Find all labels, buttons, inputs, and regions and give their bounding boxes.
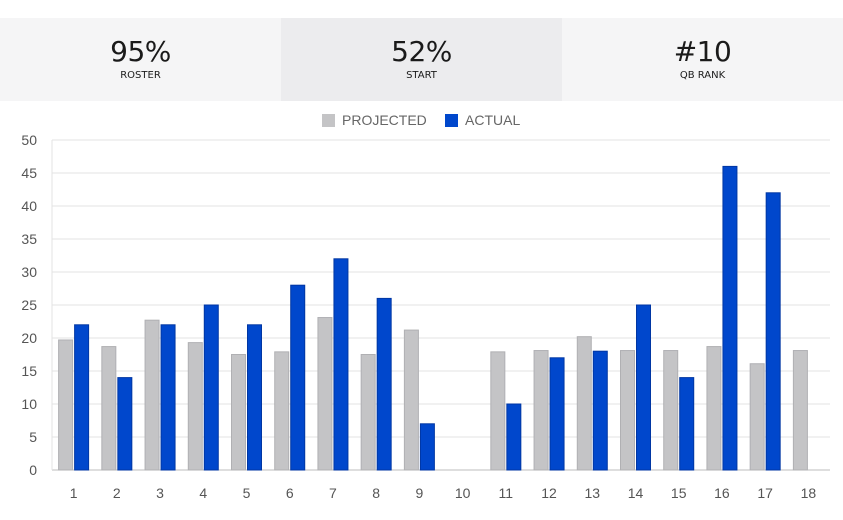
projected-bar-15 bbox=[663, 350, 679, 471]
y-tick-label: 30 bbox=[21, 264, 37, 280]
projected-bar-5 bbox=[231, 354, 246, 471]
y-tick-label: 0 bbox=[29, 462, 37, 478]
x-tick-label: 9 bbox=[415, 485, 423, 501]
projected-bar-7 bbox=[317, 317, 333, 471]
projected-bar-12 bbox=[533, 350, 549, 471]
x-tick-label: 7 bbox=[329, 485, 337, 501]
projected-bar-1 bbox=[58, 339, 74, 471]
y-tick-label: 5 bbox=[29, 429, 37, 445]
x-tick-label: 12 bbox=[541, 485, 557, 501]
projected-bar-2 bbox=[101, 346, 117, 471]
x-tick-label: 14 bbox=[628, 485, 644, 501]
projected-bar-14 bbox=[620, 350, 635, 471]
actual-bar-6 bbox=[290, 284, 306, 471]
actual-bar-17 bbox=[765, 192, 781, 471]
x-tick-label: 2 bbox=[113, 485, 121, 501]
y-tick-label: 45 bbox=[21, 165, 37, 181]
projected-bar-17 bbox=[749, 363, 765, 471]
projected-bar-9 bbox=[403, 329, 419, 471]
legend-label-projected: PROJECTED bbox=[342, 112, 427, 128]
projected-bar-13 bbox=[576, 336, 592, 471]
actual-bar-13 bbox=[592, 350, 608, 471]
x-tick-label: 6 bbox=[286, 485, 294, 501]
x-tick-label: 17 bbox=[757, 485, 773, 501]
stat-qb-rank-label: QB RANK bbox=[679, 70, 726, 81]
x-tick-label: 8 bbox=[372, 485, 380, 501]
y-tick-label: 10 bbox=[21, 396, 37, 412]
actual-bar-12 bbox=[549, 357, 565, 471]
projected-bar-8 bbox=[360, 354, 376, 471]
stat-start[interactable]: 52% START bbox=[281, 18, 562, 101]
x-tick-label: 5 bbox=[243, 485, 251, 501]
actual-bar-3 bbox=[160, 324, 176, 471]
actual-bar-14 bbox=[636, 304, 651, 471]
projected-bar-18 bbox=[792, 350, 808, 471]
stat-qb-rank[interactable]: #10 QB RANK bbox=[562, 18, 843, 101]
legend-swatch-actual bbox=[445, 114, 458, 127]
projected-bar-6 bbox=[274, 351, 290, 471]
x-tick-label: 1 bbox=[70, 485, 78, 501]
y-tick-label: 50 bbox=[21, 132, 37, 148]
actual-bar-2 bbox=[117, 377, 133, 471]
actual-bar-1 bbox=[74, 324, 90, 471]
actual-bar-9 bbox=[419, 423, 435, 471]
y-tick-label: 15 bbox=[21, 363, 37, 379]
x-tick-label: 4 bbox=[199, 485, 207, 501]
x-tick-label: 10 bbox=[455, 485, 471, 501]
actual-bar-11 bbox=[506, 403, 522, 471]
y-tick-label: 25 bbox=[21, 297, 37, 313]
actual-bar-16 bbox=[722, 165, 738, 471]
actual-bar-4 bbox=[203, 304, 219, 471]
x-tick-label: 16 bbox=[714, 485, 730, 501]
x-tick-label: 11 bbox=[499, 485, 514, 501]
stat-roster-label: ROSTER bbox=[120, 70, 161, 81]
x-tick-label: 3 bbox=[156, 485, 164, 501]
stat-start-label: START bbox=[406, 70, 437, 81]
x-tick-label: 18 bbox=[801, 485, 817, 501]
projected-bar-4 bbox=[187, 342, 203, 471]
x-tick-label: 13 bbox=[584, 485, 600, 501]
projected-bar-3 bbox=[144, 319, 160, 471]
stat-qb-rank-value: #10 bbox=[673, 35, 732, 68]
actual-bar-8 bbox=[376, 297, 392, 471]
x-tick-label: 15 bbox=[671, 485, 687, 501]
actual-bar-15 bbox=[679, 377, 695, 471]
stats-bar: 95% ROSTER 52% START #10 QB RANK bbox=[0, 18, 843, 101]
projected-bar-16 bbox=[706, 346, 722, 471]
actual-bar-7 bbox=[333, 258, 349, 471]
stat-start-value: 52% bbox=[391, 35, 452, 68]
y-tick-label: 20 bbox=[21, 330, 37, 346]
stat-roster-value: 95% bbox=[110, 35, 171, 68]
y-tick-label: 40 bbox=[21, 198, 37, 214]
legend-label-actual: ACTUAL bbox=[465, 112, 520, 128]
stat-roster[interactable]: 95% ROSTER bbox=[0, 18, 281, 101]
actual-bar-5 bbox=[247, 324, 262, 471]
legend-swatch-projected bbox=[322, 114, 335, 127]
y-tick-label: 35 bbox=[21, 231, 37, 247]
projected-bar-11 bbox=[490, 351, 506, 471]
